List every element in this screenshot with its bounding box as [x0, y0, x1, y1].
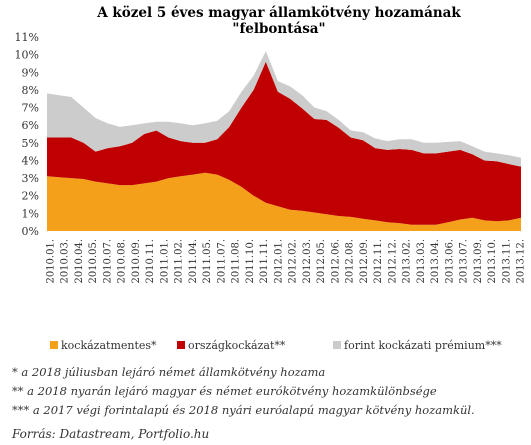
x-tick-label: 2013.04.: [430, 239, 441, 284]
x-tick-label: 2011.07.: [216, 239, 227, 284]
y-tick-label: 9%: [22, 66, 39, 79]
x-tick-label: 2013.09.: [473, 239, 484, 284]
x-tick-label: 2012.03.: [302, 239, 313, 284]
chart-title-line-1: A közel 5 éves magyar államkötvény hozam…: [96, 5, 461, 21]
x-tick-label: 2012.06.: [330, 239, 341, 284]
y-tick-label: 5%: [22, 137, 39, 150]
y-tick-label: 1%: [22, 207, 39, 220]
x-axis: 2010.01. 2010.03. 2010.04. 2010.05. 2010.07.…: [46, 239, 527, 284]
x-tick-label: 2011.02.: [174, 239, 185, 284]
area-series-2: [47, 61, 521, 225]
area-series-1: [47, 172, 521, 231]
legend-label: kockázatmentes*: [61, 339, 157, 352]
x-tick-label: 2012.12.: [387, 239, 398, 284]
footnotes: * a 2018 júliusban lejáró német államköt…: [12, 363, 527, 444]
x-tick-label: 2010.01.: [46, 239, 57, 284]
x-tick-label: 2011.04.: [188, 239, 199, 284]
x-tick-label: 2011.11.: [259, 239, 270, 284]
x-tick-label: 2010.05.: [88, 239, 99, 284]
y-tick-label: 8%: [22, 84, 39, 97]
legend: kockázatmentes* országkockázat** forint ko…: [50, 339, 502, 352]
x-tick-label: 2012.05.: [316, 239, 327, 284]
y-tick-label: 7%: [22, 102, 39, 115]
x-tick-label: 2010.07.: [102, 239, 113, 284]
x-tick-label: 2012.08.: [345, 239, 356, 284]
y-tick-label: 10%: [15, 49, 39, 62]
footnote-2: ** a 2018 nyarán lejáró magyar és német …: [12, 384, 437, 398]
footnote-3: *** a 2017 végi forintalapú és 2018 nyár…: [12, 403, 475, 417]
x-tick-label: 2011.05.: [202, 239, 213, 284]
x-tick-label: 2011.10.: [245, 239, 256, 284]
footnote-1: * a 2018 júliusban lejáró német államköt…: [12, 365, 326, 379]
plot-area: [47, 51, 521, 231]
legend-label: forint kockázati prémium***: [344, 339, 502, 352]
legend-swatch: [50, 341, 58, 349]
x-tick-label: 2011.01.: [159, 239, 170, 284]
y-tick-label: 6%: [22, 119, 39, 132]
y-tick-label: 11%: [15, 31, 39, 44]
y-axis: 0% 1% 2% 3% 4% 5% 6% 7% 8% 9% 10% 11%: [15, 31, 39, 238]
y-tick-label: 3%: [22, 172, 39, 185]
source-note: Forrás: Datastream, Portfolio.hu: [12, 427, 210, 441]
chart-title-line-2: "felbontása": [232, 21, 325, 37]
x-tick-label: 2010.09.: [131, 239, 142, 284]
x-tick-label: 2011.08.: [231, 239, 242, 284]
chart: A közel 5 éves magyar államkötvény hozam…: [15, 5, 527, 352]
x-tick-label: 2013.03.: [416, 239, 427, 284]
x-tick-label: 2010.03.: [60, 239, 71, 284]
legend-swatch: [333, 341, 341, 349]
x-tick-label: 2013.11.: [501, 239, 512, 284]
x-tick-label: 2013.07.: [459, 239, 470, 284]
y-tick-label: 4%: [22, 154, 39, 167]
legend-swatch: [177, 341, 185, 349]
x-tick-label: 2010.08.: [117, 239, 128, 284]
x-tick-label: 2013.12.: [516, 239, 527, 284]
x-tick-label: 2012.02.: [288, 239, 299, 284]
x-tick-label: 2010.04.: [74, 239, 85, 284]
x-tick-label: 2013.06.: [444, 239, 455, 284]
x-tick-label: 2012.09.: [359, 239, 370, 284]
legend-label: országkockázat**: [188, 339, 286, 352]
x-tick-label: 2013.10.: [487, 239, 498, 284]
y-tick-label: 2%: [22, 190, 39, 203]
y-tick-label: 0%: [22, 225, 39, 238]
x-tick-label: 2010.11.: [145, 239, 156, 284]
x-tick-label: 2012.01.: [273, 239, 284, 284]
x-tick-label: 2013.02.: [402, 239, 413, 284]
x-tick-label: 2012.11.: [373, 239, 384, 284]
